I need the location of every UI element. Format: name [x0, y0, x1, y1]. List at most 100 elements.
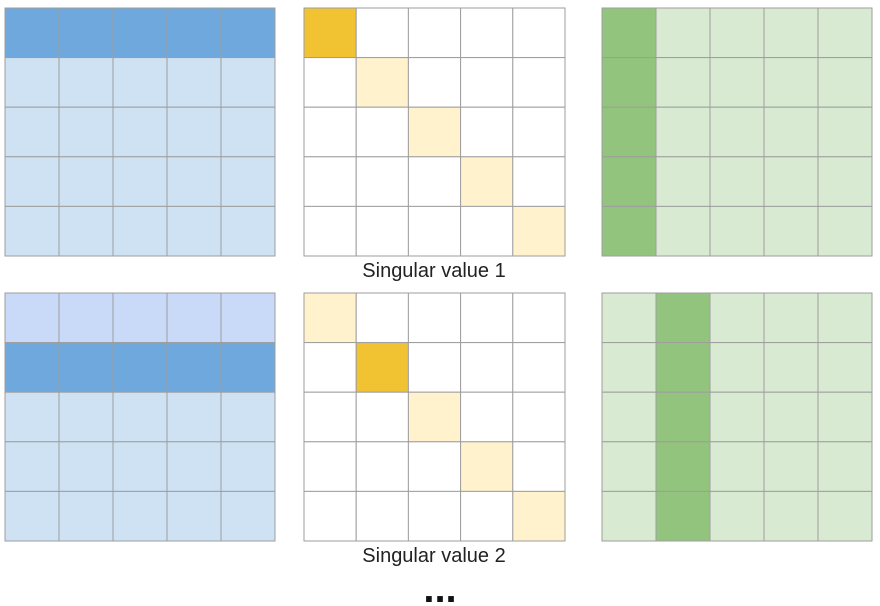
- sigma-cell: [303, 490, 357, 542]
- u-cell: [58, 391, 114, 443]
- sigma-cell: [460, 441, 514, 492]
- sigma-cell: [407, 205, 462, 257]
- sigma-cell: [407, 342, 462, 393]
- sigma-cell: [512, 490, 566, 542]
- u-cell: [58, 292, 114, 344]
- v-cell: [601, 205, 657, 257]
- v-cell: [655, 156, 711, 207]
- u-cell: [58, 57, 114, 108]
- v-cell: [817, 342, 873, 393]
- v-cell: [709, 441, 765, 492]
- u-cell: [166, 441, 222, 492]
- sigma-cell: [303, 391, 357, 443]
- ellipsis: ...: [423, 567, 456, 606]
- v-cell: [817, 106, 873, 158]
- v-cell: [655, 441, 711, 492]
- u-cell: [4, 490, 60, 542]
- v-cell: [601, 292, 657, 344]
- u-cell: [166, 205, 222, 257]
- sigma-cell: [460, 490, 514, 542]
- sigma-cell: [407, 490, 462, 542]
- sigma-cell: [355, 391, 409, 443]
- sigma-cell: [460, 106, 514, 158]
- v-cell: [817, 7, 873, 59]
- u-cell: [4, 391, 60, 443]
- sigma-cell: [355, 7, 409, 59]
- u-cell: [166, 156, 222, 207]
- v-cell: [709, 342, 765, 393]
- u-cell: [220, 342, 276, 393]
- u-cell: [220, 7, 276, 59]
- sigma-cell: [355, 205, 409, 257]
- v-cell: [763, 490, 819, 542]
- v-cell: [709, 205, 765, 257]
- v-cell: [817, 205, 873, 257]
- u-cell: [166, 391, 222, 443]
- u-cell: [4, 156, 60, 207]
- sigma-cell: [407, 156, 462, 207]
- sigma-cell: [407, 391, 462, 443]
- sigma-cell: [303, 441, 357, 492]
- u-cell: [112, 205, 168, 257]
- v-cell: [817, 490, 873, 542]
- u-cell: [58, 490, 114, 542]
- u-cell: [112, 156, 168, 207]
- sigma-cell: [512, 205, 566, 257]
- v-cell: [601, 57, 657, 108]
- v-cell: [655, 292, 711, 344]
- v-cell: [655, 106, 711, 158]
- sigma-cell: [407, 292, 462, 344]
- v-cell: [709, 156, 765, 207]
- v-cell: [655, 57, 711, 108]
- v-cell: [709, 292, 765, 344]
- sigma-cell: [460, 292, 514, 344]
- v-cell: [709, 490, 765, 542]
- v-cell: [817, 57, 873, 108]
- u-cell: [4, 57, 60, 108]
- u-cell: [166, 106, 222, 158]
- u-cell: [4, 205, 60, 257]
- v-cell: [655, 7, 711, 59]
- u-cell: [166, 342, 222, 393]
- v-cell: [763, 106, 819, 158]
- sigma-cell: [460, 342, 514, 393]
- sigma-cell: [460, 391, 514, 443]
- sigma-cell: [303, 57, 357, 108]
- v-cell: [763, 156, 819, 207]
- sigma-cell: [303, 342, 357, 393]
- u-cell: [112, 391, 168, 443]
- u-cell: [220, 156, 276, 207]
- u-cell: [112, 106, 168, 158]
- v-cell: [601, 490, 657, 542]
- v-cell: [817, 441, 873, 492]
- sigma-cell: [407, 57, 462, 108]
- u-cell: [58, 205, 114, 257]
- sigma-cell: [460, 156, 514, 207]
- v-cell: [601, 342, 657, 393]
- u-cell: [58, 7, 114, 59]
- row-label: Singular value 2: [362, 545, 505, 567]
- v-cell: [763, 292, 819, 344]
- v-cell: [601, 7, 657, 59]
- sigma-cell: [512, 292, 566, 344]
- u-cell: [58, 342, 114, 393]
- u-cell: [220, 441, 276, 492]
- sigma-cell: [355, 106, 409, 158]
- u-cell: [58, 106, 114, 158]
- u-cell: [166, 7, 222, 59]
- v-cell: [817, 156, 873, 207]
- sigma-cell: [460, 205, 514, 257]
- sigma-cell: [407, 7, 462, 59]
- sigma-cell: [407, 106, 462, 158]
- v-cell: [817, 391, 873, 443]
- u-cell: [4, 7, 60, 59]
- u-cell: [220, 106, 276, 158]
- v-cell: [655, 205, 711, 257]
- v-cell: [709, 57, 765, 108]
- sigma-cell: [303, 292, 357, 344]
- sigma-cell: [512, 57, 566, 108]
- sigma-cell: [512, 391, 566, 443]
- v-cell: [763, 205, 819, 257]
- u-cell: [112, 7, 168, 59]
- sigma-cell: [355, 292, 409, 344]
